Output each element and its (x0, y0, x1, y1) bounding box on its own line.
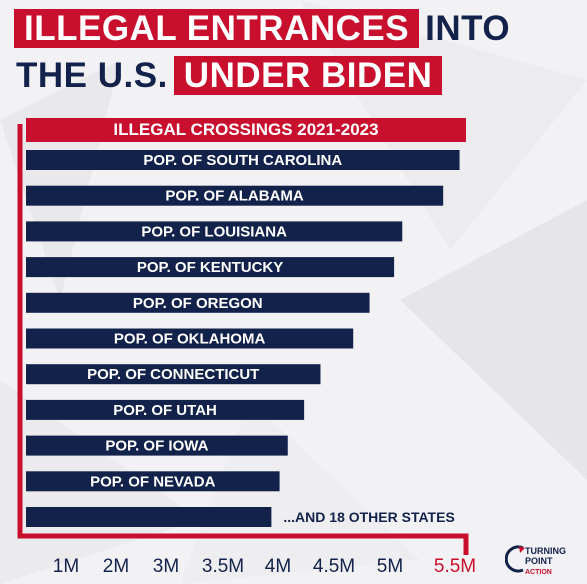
bar (26, 507, 272, 527)
title-plain-part: INTO (425, 9, 511, 48)
title-red-part-2: UNDER BIDEN (173, 56, 443, 95)
bar-label: POP. OF LOUISIANA (141, 223, 287, 240)
bar (26, 185, 444, 206)
x-tick-label: 3.5M (202, 556, 244, 577)
disclaimer-note (563, 420, 571, 540)
title-line-1: ILLEGAL ENTRANCES INTO (14, 9, 516, 49)
bar-label: POP. OF IOWA (105, 438, 208, 455)
bar-label: POP. OF UTAH (113, 402, 217, 419)
bar (26, 471, 280, 492)
logo-line1: TURNING (525, 546, 566, 556)
bar-label: POP. OF OREGON (133, 295, 263, 312)
x-tick-label: 1M (53, 556, 79, 577)
bar (26, 292, 370, 313)
x-tick-label: 4.5M (313, 556, 355, 577)
bar (26, 257, 395, 278)
bar-label: POP. OF OKLAHOMA (114, 331, 266, 348)
bar (26, 435, 288, 456)
logo-line3: ACTION (525, 569, 552, 576)
logo-text: TURNING POINT ACTION (525, 546, 579, 578)
x-tick-label: 3M (153, 556, 179, 577)
bar-label: ...AND 18 OTHER STATES (283, 509, 454, 525)
x-tick-label: 5M (377, 556, 403, 577)
bar-label: POP. OF ALABAMA (165, 188, 304, 205)
x-tick-label: 2M (103, 556, 129, 577)
bar (26, 399, 305, 420)
logo-line2-wrap: POINT ACTION (525, 556, 579, 578)
x-tick-label: 4M (265, 556, 291, 577)
title-red-part: ILLEGAL ENTRANCES (14, 9, 420, 48)
bar (26, 328, 354, 349)
chart-title: ILLEGAL CROSSINGS 2021-2023 (26, 118, 466, 142)
bar-label: POP. OF KENTUCKY (137, 259, 283, 276)
x-tick-label: 5.5M (434, 556, 476, 577)
bar (26, 364, 321, 385)
title-line-2: THE U.S. UNDER BIDEN (14, 56, 443, 96)
turning-point-logo: TURNING POINT ACTION (505, 542, 579, 580)
logo-line2: POINT (525, 556, 553, 566)
bar-label: POP. OF CONNECTICUT (87, 366, 259, 383)
bar-label: POP. OF SOUTH CAROLINA (143, 152, 342, 169)
logo-arc-icon (505, 545, 525, 573)
bar (26, 221, 403, 242)
title-plain-part-2: THE U.S. (16, 56, 168, 95)
bar (26, 150, 460, 170)
bar-label: POP. OF NEVADA (90, 473, 215, 490)
axis-line (17, 124, 469, 555)
